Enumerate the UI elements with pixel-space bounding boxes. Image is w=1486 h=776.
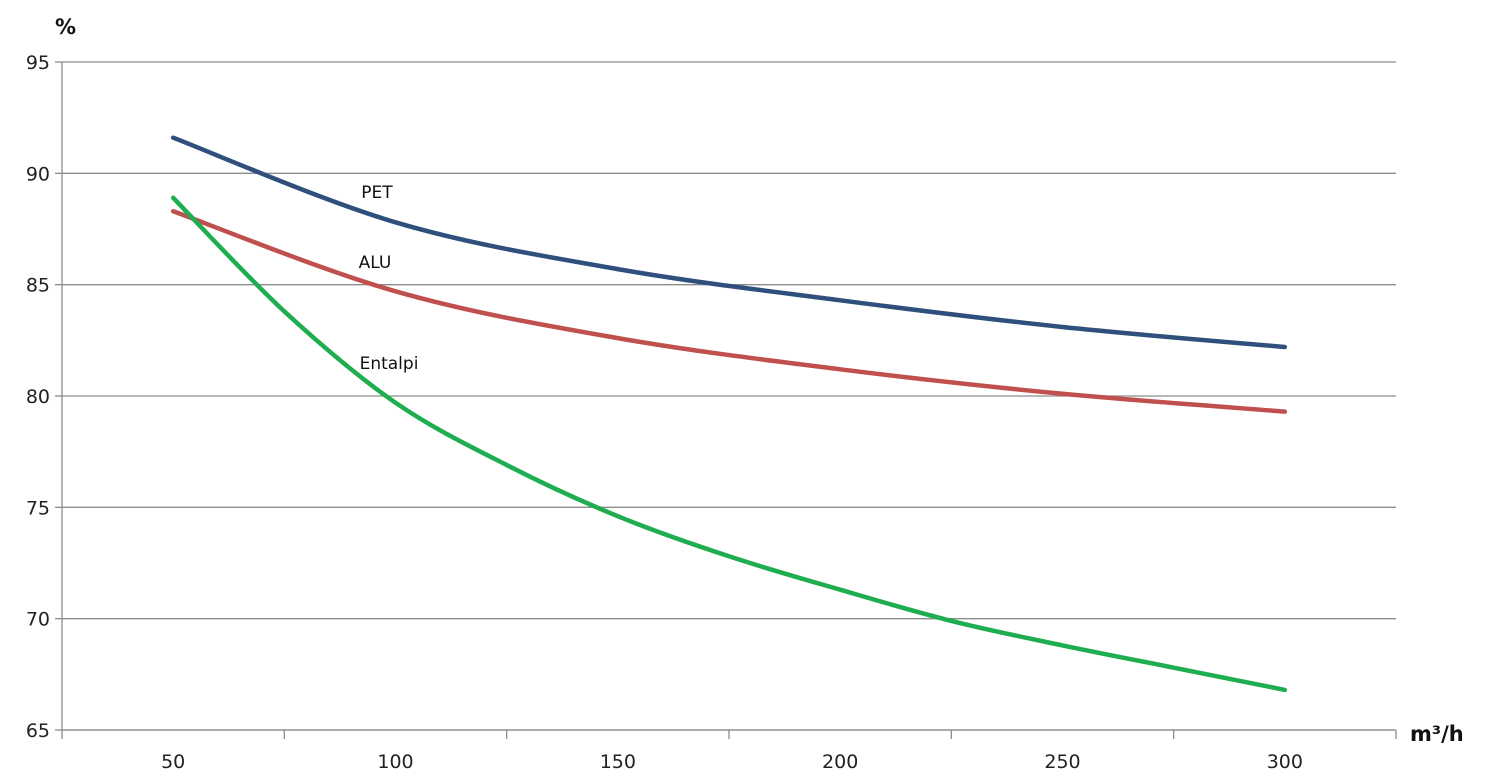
y-tick-label: 75 bbox=[26, 497, 50, 519]
series-label-alu: ALU bbox=[359, 253, 392, 273]
x-tick-label: 200 bbox=[822, 751, 858, 773]
x-tick-label: 150 bbox=[600, 751, 636, 773]
x-tick-label: 250 bbox=[1044, 751, 1080, 773]
series-line-pet bbox=[170, 135, 1288, 350]
axes bbox=[55, 61, 1397, 739]
series-line-alu bbox=[170, 208, 1288, 414]
y-unit-label: % bbox=[55, 15, 76, 39]
labels: 65 70 75 80 85 90 95 50 100 150 200 250 300% m³/h PET A… bbox=[26, 15, 1464, 773]
y-tick-label: 85 bbox=[26, 275, 50, 297]
series-line-entalpi bbox=[170, 195, 1288, 693]
y-tick-label: 90 bbox=[26, 163, 50, 185]
series-label-entalpi: Entalpi bbox=[360, 354, 419, 374]
x-unit-label: m³/h bbox=[1410, 722, 1464, 746]
y-tick-label: 65 bbox=[26, 720, 50, 742]
y-tick-label: 95 bbox=[26, 52, 50, 74]
y-tick-label: 70 bbox=[26, 609, 50, 631]
gridlines bbox=[62, 61, 1396, 731]
x-tick-label: 300 bbox=[1267, 751, 1303, 773]
x-tick-label: 100 bbox=[377, 751, 413, 773]
x-tick-label: 50 bbox=[161, 751, 185, 773]
y-tick-label: 80 bbox=[26, 386, 50, 408]
series-label-pet: PET bbox=[361, 183, 393, 203]
series-lines bbox=[170, 135, 1288, 693]
